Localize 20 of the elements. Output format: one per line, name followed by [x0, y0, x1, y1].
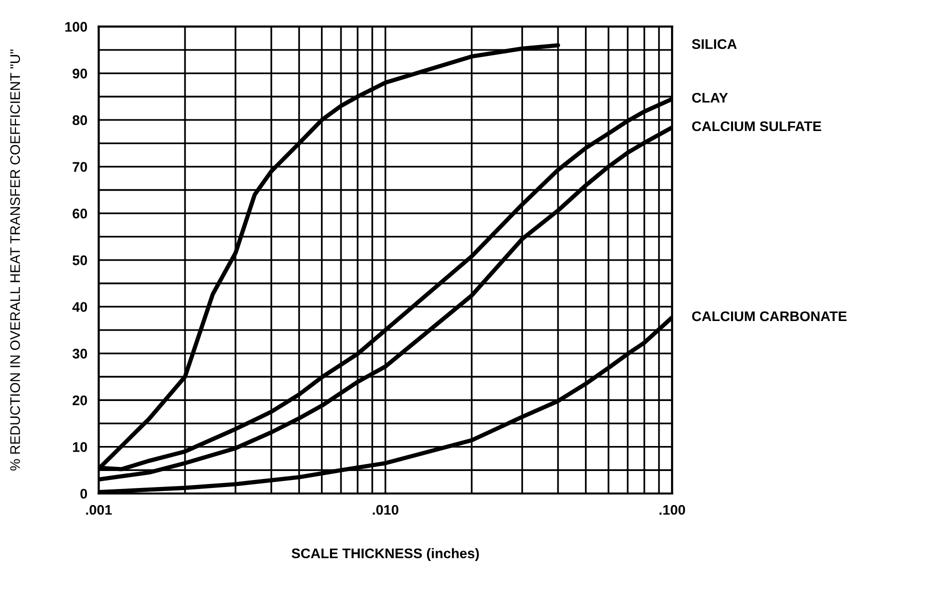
series-label: CALCIUM CARBONATE [692, 311, 847, 322]
x-tick-label: .100 [660, 504, 686, 515]
y-tick-label: 0 [80, 488, 88, 499]
y-tick-label: 100 [65, 22, 88, 32]
y-tick-label: 50 [72, 255, 88, 266]
x-tick-label: .010 [372, 504, 398, 515]
y-tick-label: 90 [72, 68, 88, 78]
series-label: CLAY [692, 92, 728, 103]
y-tick-label: 80 [72, 115, 88, 126]
series-label: CALCIUM SULFATE [692, 121, 822, 132]
y-tick-label: 60 [72, 208, 88, 219]
x-tick-label: .001 [86, 504, 112, 515]
y-tick-label: 30 [72, 348, 88, 359]
y-axis-title: % REDUCTION IN OVERALL HEAT TRANSFER COEFFICIENT "U" [10, 50, 20, 471]
y-tick-label: 70 [72, 162, 88, 172]
y-tick-label: 40 [72, 302, 88, 312]
x-axis-title: SCALE THICKNESS (inches) [292, 548, 479, 562]
y-tick-label: 20 [72, 395, 88, 406]
y-tick-label: 10 [73, 442, 88, 452]
text: SILICA [692, 39, 737, 49]
